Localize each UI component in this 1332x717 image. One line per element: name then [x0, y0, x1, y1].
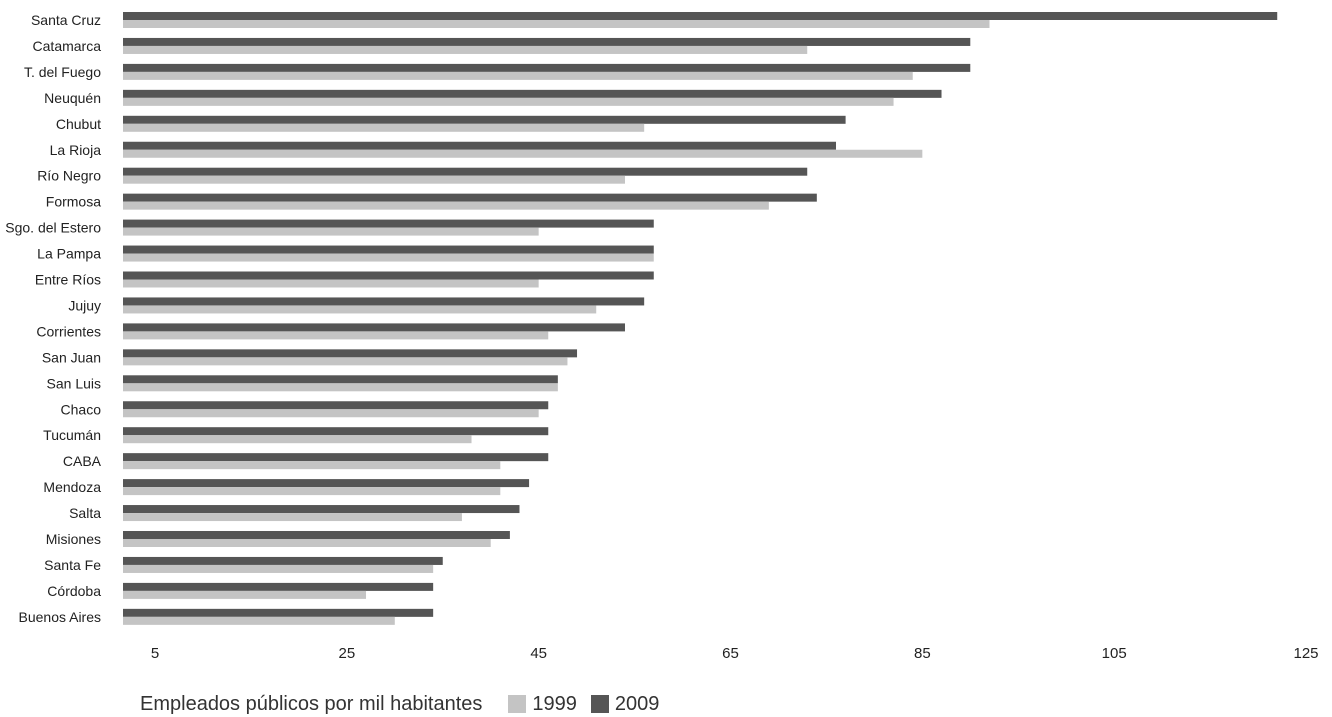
bar-formosa-1999 [123, 201, 769, 210]
bar-cordoba-2009 [123, 582, 434, 591]
legend-label-2009: 2009 [614, 692, 660, 715]
category-label-formosa: Formosa [46, 194, 101, 210]
bar-san-luis-2009 [123, 375, 558, 384]
bar-jujuy-2009 [123, 297, 645, 306]
bar-cordoba-1999 [123, 590, 367, 599]
bar-salta-2009 [123, 505, 520, 514]
bar-neuquen-2009 [123, 89, 942, 98]
bar-san-luis-1999 [123, 383, 558, 392]
x-tick-label-45: 45 [530, 645, 547, 662]
x-tick-label-85: 85 [914, 645, 931, 662]
legend-title: Empleados públicos por mil habitantes [140, 692, 483, 715]
bar-jujuy-1999 [123, 305, 597, 314]
legend-swatch-2009 [590, 695, 609, 713]
bar-misiones-2009 [123, 531, 510, 539]
category-label-santa-cruz: Santa Cruz [31, 12, 101, 28]
category-label-caba: CABA [63, 453, 102, 469]
category-label-buenos-aires: Buenos Aires [19, 609, 102, 625]
bar-formosa-2009 [123, 193, 817, 202]
legend-swatch-1999 [508, 695, 527, 713]
category-label-neuquen: Neuquén [44, 90, 101, 106]
category-label-sgo-del-estero: Sgo. del Estero [5, 220, 101, 236]
bar-rio-negro-1999 [123, 175, 625, 184]
x-tick-label-125: 125 [1293, 645, 1318, 662]
bars-group [123, 12, 1278, 625]
bar-tucuman-1999 [123, 435, 472, 444]
bar-chaco-1999 [123, 409, 539, 418]
bar-salta-1999 [123, 513, 462, 522]
category-labels: Santa Cruz Catamarca T. del Fuego Neuquén Ch… [5, 12, 101, 625]
bar-caba-1999 [123, 461, 501, 470]
bar-chubut-1999 [123, 123, 645, 132]
category-label-rio-negro: Río Negro [37, 168, 101, 184]
category-label-catamarca: Catamarca [33, 38, 102, 54]
bar-t-del-fuego-2009 [123, 63, 971, 72]
bar-entre-rios-2009 [123, 271, 654, 280]
bar-santa-cruz-2009 [123, 12, 1278, 20]
category-label-santa-fe: Santa Fe [44, 557, 101, 573]
bar-sgo-del-estero-2009 [123, 219, 654, 228]
bar-catamarca-2009 [123, 37, 971, 46]
category-label-jujuy: Jujuy [68, 297, 101, 313]
x-tick-label-105: 105 [1102, 645, 1127, 662]
x-tick-label-65: 65 [722, 645, 739, 662]
bar-la-pampa-1999 [123, 253, 654, 262]
category-label-t-del-fuego: T. del Fuego [24, 64, 101, 80]
category-label-mendoza: Mendoza [43, 479, 101, 495]
bar-mendoza-1999 [123, 487, 501, 496]
category-label-entre-rios: Entre Ríos [35, 272, 101, 288]
bar-chubut-2009 [123, 115, 846, 124]
bar-sgo-del-estero-1999 [123, 227, 539, 236]
category-label-chaco: Chaco [61, 401, 102, 417]
bar-caba-2009 [123, 453, 549, 462]
bar-san-juan-2009 [123, 349, 578, 358]
x-axis-ticks: 5 25 45 65 85 105 125 [151, 645, 1319, 662]
bar-buenos-aires-2009 [123, 608, 434, 617]
bar-la-rioja-2009 [123, 141, 837, 150]
category-label-la-rioja: La Rioja [50, 142, 102, 158]
category-label-san-luis: San Luis [47, 375, 101, 391]
category-label-tucuman: Tucumán [43, 427, 101, 443]
category-label-cordoba: Córdoba [47, 583, 101, 599]
legend-label-1999: 1999 [532, 692, 577, 715]
bar-santa-fe-2009 [123, 556, 443, 565]
bar-neuquen-1999 [123, 97, 894, 106]
bar-santa-cruz-1999 [123, 20, 990, 28]
bar-catamarca-1999 [123, 45, 808, 54]
x-tick-label-5: 5 [151, 645, 159, 662]
bar-san-juan-1999 [123, 357, 568, 366]
bar-buenos-aires-1999 [123, 616, 395, 625]
bar-rio-negro-2009 [123, 167, 808, 176]
category-label-chubut: Chubut [56, 116, 101, 132]
bar-mendoza-2009 [123, 479, 530, 488]
bar-misiones-1999 [123, 539, 491, 547]
bar-tucuman-2009 [123, 427, 549, 436]
bar-chaco-2009 [123, 401, 549, 410]
bar-chart: Santa Cruz Catamarca T. del Fuego Neuquén Ch… [5, 12, 1319, 662]
bar-la-rioja-1999 [123, 149, 923, 158]
legend-item-2009: 2009 [590, 692, 660, 716]
x-tick-label-25: 25 [338, 645, 355, 662]
category-label-san-juan: San Juan [42, 349, 101, 365]
legend-item-1999: 1999 [508, 693, 577, 716]
bar-entre-rios-1999 [123, 279, 539, 288]
bar-t-del-fuego-1999 [123, 71, 913, 80]
category-label-misiones: Misiones [46, 531, 101, 547]
bar-santa-fe-1999 [123, 564, 434, 573]
bar-corrientes-1999 [123, 331, 549, 340]
category-label-la-pampa: La Pampa [37, 246, 101, 262]
category-label-salta: Salta [69, 505, 101, 521]
legend: Empleados públicos por mil habitantes 19… [140, 692, 673, 716]
bar-corrientes-2009 [123, 323, 625, 332]
bar-la-pampa-2009 [123, 245, 654, 254]
category-label-corrientes: Corrientes [36, 323, 101, 339]
